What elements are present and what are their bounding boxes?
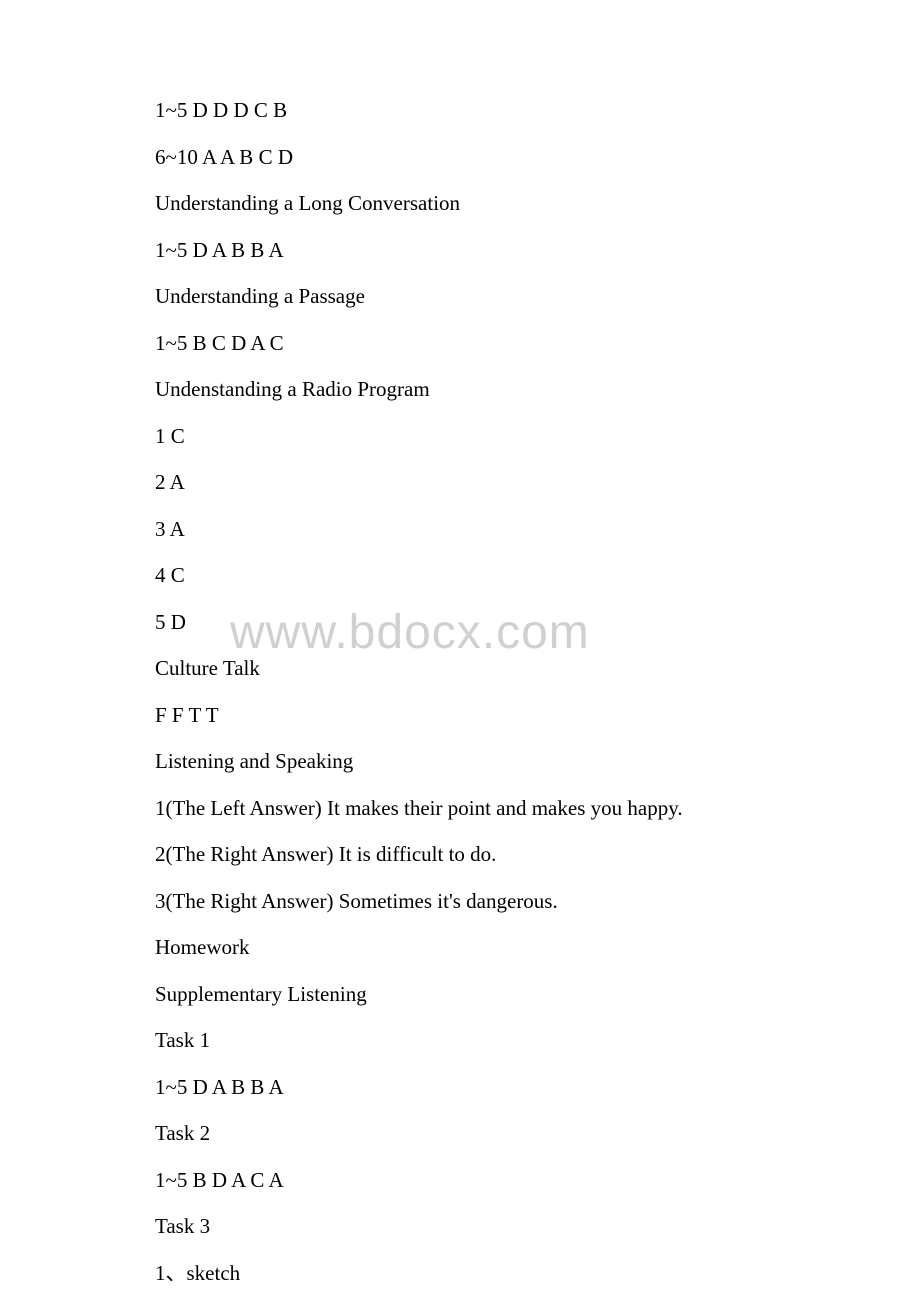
text-line: 3(The Right Answer) Sometimes it's dange…: [155, 891, 765, 912]
text-line: 6~10 A A B C D: [155, 147, 765, 168]
text-line: 3 A: [155, 519, 765, 540]
text-line: 1(The Left Answer) It makes their point …: [155, 798, 765, 819]
text-line: 1、sketch: [155, 1263, 765, 1284]
text-line: 1~5 D A B B A: [155, 1077, 765, 1098]
text-line: Understanding a Passage: [155, 286, 765, 307]
text-line: 5 D: [155, 612, 765, 633]
text-line: Culture Talk: [155, 658, 765, 679]
text-line: 1 C: [155, 426, 765, 447]
text-line: Homework: [155, 937, 765, 958]
text-line: Task 1: [155, 1030, 765, 1051]
text-line: 1~5 B D A C A: [155, 1170, 765, 1191]
text-line: Understanding a Long Conversation: [155, 193, 765, 214]
text-line: 1~5 D D D C B: [155, 100, 765, 121]
text-line: 4 C: [155, 565, 765, 586]
text-line: Supplementary Listening: [155, 984, 765, 1005]
text-line: Task 3: [155, 1216, 765, 1237]
text-line: 2 A: [155, 472, 765, 493]
text-line: Undenstanding a Radio Program: [155, 379, 765, 400]
text-line: Task 2: [155, 1123, 765, 1144]
text-line: 1~5 D A B B A: [155, 240, 765, 261]
document-content: 1~5 D D D C B 6~10 A A B C D Understandi…: [155, 100, 765, 1284]
text-line: Listening and Speaking: [155, 751, 765, 772]
text-line: 1~5 B C D A C: [155, 333, 765, 354]
text-line: 2(The Right Answer) It is difficult to d…: [155, 844, 765, 865]
text-line: F F T T: [155, 705, 765, 726]
